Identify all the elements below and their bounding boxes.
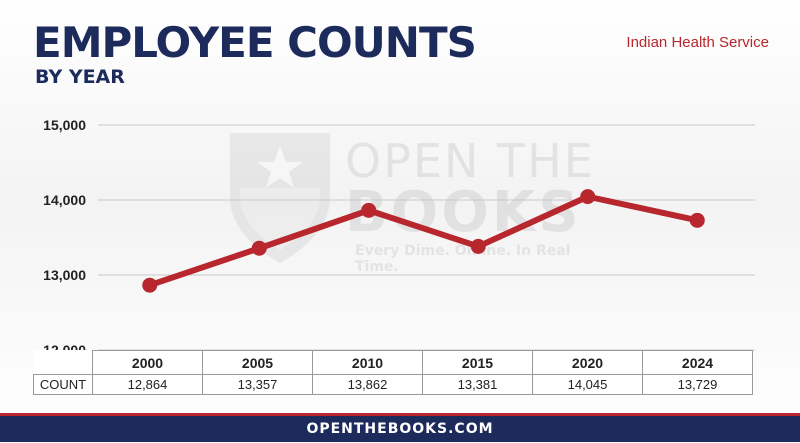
watermark-tagline: Every Dime. Online. In Real Time. [355,243,571,275]
data-point [470,238,486,254]
table-year-cell: 2015 [422,350,533,375]
table-year-cell: 2000 [92,350,203,375]
table-year-cell: 2024 [642,350,753,375]
footer-link[interactable]: OPENTHEBOOKS.COM [306,421,494,437]
table-year-cell: 2005 [202,350,313,375]
table-year-cell: 2020 [532,350,643,375]
data-table: 2000 2005 2010 2015 2020 2024 COUNT 12,8… [33,350,753,395]
data-point [251,240,267,256]
series-line [146,193,701,289]
table-count-cell: 13,357 [202,374,313,395]
table-count-cell: 13,862 [312,374,423,395]
chart-series [146,193,701,289]
table-corner [33,350,93,375]
chart-gridlines [98,124,755,351]
table-count-cell: 14,045 [532,374,643,395]
table-count-cell: 12,864 [92,374,203,395]
footer-stripes [0,411,800,416]
table-count-cell: 13,381 [422,374,533,395]
data-point [689,212,705,228]
data-point [580,189,596,205]
table-row-label: COUNT [33,374,93,395]
table-count-cell: 13,729 [642,374,753,395]
page-subtitle: BY YEAR [35,66,125,88]
y-tick-label: 13,000 [43,267,86,283]
chart-points [142,189,705,293]
footer-bar: OPENTHEBOOKS.COM [0,416,800,442]
y-tick-label: 14,000 [43,192,86,208]
agency-label: Indian Health Service [626,34,769,51]
watermark-line1: OPEN THE [345,134,595,188]
data-point [361,202,377,218]
page-title: EMPLOYEE COUNTS [33,18,477,67]
data-point [142,277,158,293]
y-tick-label: 15,000 [43,117,86,133]
table-year-cell: 2010 [312,350,423,375]
